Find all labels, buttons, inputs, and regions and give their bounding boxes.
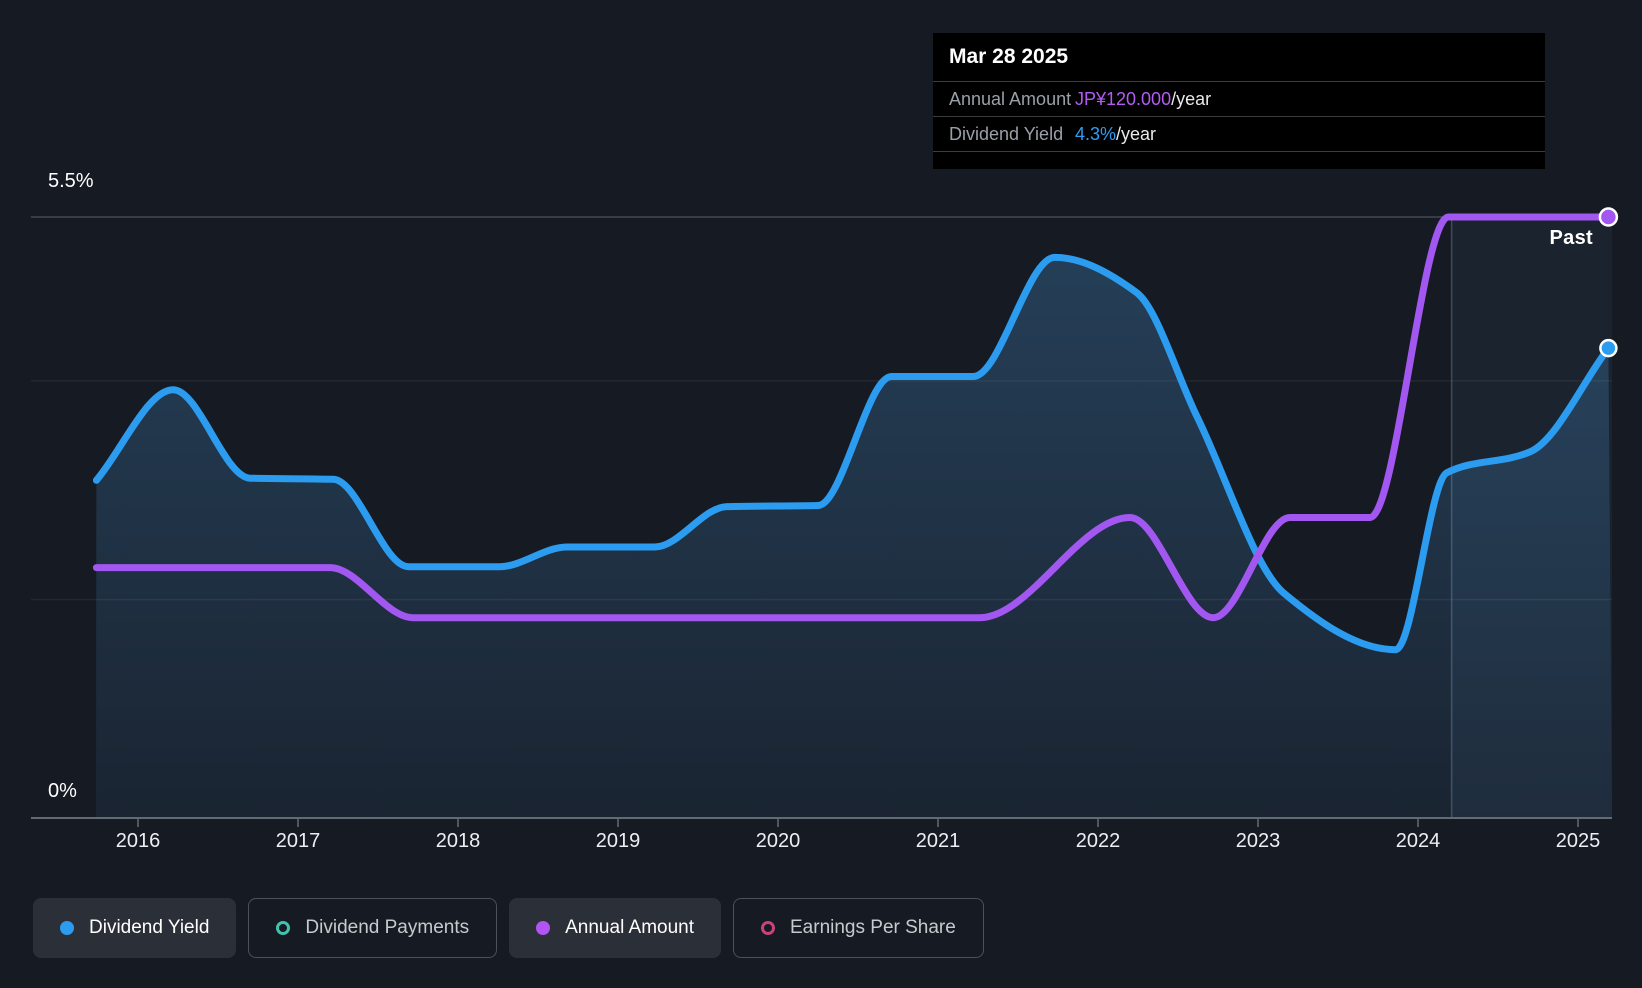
annual-amount-end-marker [1598,207,1619,227]
legend-label: Earnings Per Share [790,917,956,938]
dividend-yield-line [92,253,1612,654]
legend-label: Dividend Payments [305,917,470,938]
dividend-yield-end-marker [1599,338,1618,358]
series-ring-icon [761,921,775,935]
series-ring-icon [276,921,291,935]
series-dot-icon [536,921,551,935]
annual-amount-line [92,213,1612,622]
x-tick-label: 2020 [755,830,801,852]
y-axis-max-label: 5.5% [48,170,94,192]
tooltip-row: Annual Amount JP¥120.000/year [933,81,1545,116]
tooltip-row: Dividend Yield 4.3%/year [933,116,1545,151]
chart-tooltip: Mar 28 2025 Annual Amount JP¥120.000/year… [933,33,1545,169]
legend-button-annual-amount[interactable]: Annual Amount [509,898,721,958]
tooltip-row-label: Dividend Yield [949,123,1064,144]
tooltip-footer [933,151,1545,169]
series-dot-icon [60,921,74,935]
tooltip-date: Mar 28 2025 [949,45,1069,68]
tooltip-row-label: Annual Amount [949,88,1072,109]
tooltip-row-value: 4.3%/year [1075,123,1157,144]
x-tick-label: 2017 [275,830,321,852]
past-region-label: Past [1549,227,1593,249]
y-axis-min-label: 0% [48,780,77,802]
x-tick-label: 2018 [435,830,481,852]
legend-label: Dividend Yield [89,917,210,938]
x-tick-label: 2022 [1075,830,1121,852]
legend-button-dividend-yield[interactable]: Dividend Yield [33,898,237,958]
x-tick-label: 2024 [1395,830,1441,852]
x-tick-label: 2025 [1555,830,1601,852]
legend-button-earnings-per-share[interactable]: Earnings Per Share [733,898,984,958]
legend-label: Annual Amount [565,917,694,938]
x-tick-label: 2019 [595,830,641,852]
legend: Dividend Yield Dividend Payments Annual Am… [33,898,984,958]
x-tick-label: 2016 [115,830,161,852]
dividend-yield-area [96,257,1612,818]
legend-button-dividend-payments[interactable]: Dividend Payments [248,898,498,958]
tooltip-row-value: JP¥120.000/year [1075,88,1212,109]
x-tick-label: 2023 [1235,830,1281,852]
x-tick-label: 2021 [915,830,961,852]
